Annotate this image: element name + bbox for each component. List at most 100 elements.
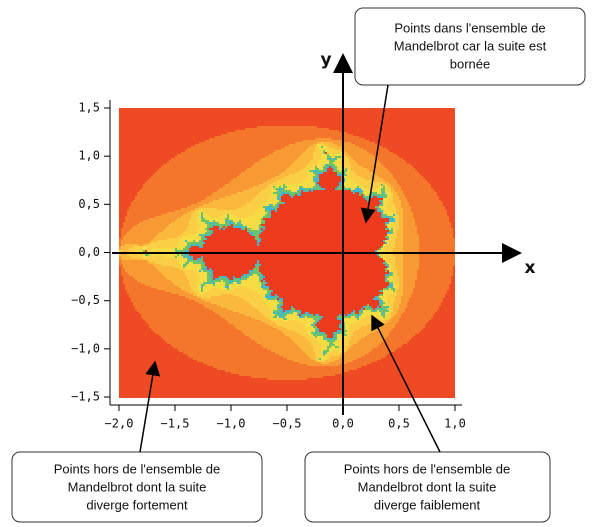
fractal-cell: [261, 220, 265, 222]
fractal-cell: [377, 296, 379, 298]
fractal-cell: [325, 152, 327, 154]
fractal-cell: [393, 278, 399, 280]
fractal-cell: [305, 178, 313, 180]
fractal-cell: [419, 238, 455, 240]
fractal-cell: [381, 256, 385, 258]
fractal-cell: [135, 198, 205, 200]
fractal-cell: [349, 176, 361, 178]
fractal-cell: [317, 360, 325, 362]
fractal-cell: [349, 330, 355, 332]
fractal-cell: [385, 338, 411, 340]
fractal-cell: [239, 374, 335, 376]
fractal-cell: [155, 236, 177, 238]
fractal-cell: [181, 152, 273, 154]
fractal-cell: [395, 242, 403, 244]
fractal-cell: [119, 210, 127, 212]
fractal-cell: [383, 292, 393, 294]
fractal-cell: [435, 312, 455, 314]
fractal-cell: [119, 222, 123, 224]
fractal-cell: [399, 214, 403, 216]
fractal-cell: [391, 272, 393, 274]
fractal-cell: [119, 114, 455, 116]
fractal-cell: [329, 154, 343, 156]
fractal-cell: [383, 164, 411, 166]
fractal-cell: [345, 328, 349, 330]
fractal-cell: [263, 218, 389, 220]
fractal-cell: [193, 262, 203, 264]
fractal-cell: [295, 172, 307, 174]
fractal-cell: [263, 206, 267, 208]
fractal-cell: [305, 166, 313, 168]
fractal-cell: [293, 340, 309, 342]
fractal-cell: [313, 180, 315, 182]
fractal-cell: [243, 226, 245, 228]
fractal-cell: [313, 188, 315, 190]
fractal-cell: [313, 346, 321, 348]
fractal-cell: [403, 214, 413, 216]
fractal-cell: [149, 242, 151, 244]
fractal-cell: [271, 320, 283, 322]
fractal-cell: [383, 212, 395, 214]
fractal-cell: [323, 354, 325, 356]
fractal-cell: [119, 126, 257, 128]
fractal-cell: [175, 156, 265, 158]
fractal-cell: [313, 158, 321, 160]
fractal-cell: [229, 278, 233, 280]
fractal-cell: [361, 308, 363, 310]
fractal-cell: [401, 188, 433, 190]
fractal-cell: [363, 148, 387, 150]
fractal-cell: [289, 194, 291, 196]
fractal-cell: [381, 208, 387, 210]
fractal-cell: [287, 328, 307, 330]
fractal-cell: [225, 284, 229, 286]
fractal-cell: [389, 284, 393, 286]
fractal-cell: [119, 304, 133, 306]
fractal-cell: [265, 294, 267, 296]
fractal-cell: [433, 314, 455, 316]
fractal-cell: [187, 256, 193, 258]
y-tick-label: −1,0: [71, 341, 100, 355]
fractal-cell: [271, 192, 273, 194]
fractal-cell: [383, 192, 385, 194]
fractal-cell: [317, 326, 339, 328]
fractal-cell: [301, 312, 305, 314]
fractal-cell: [119, 388, 455, 390]
fractal-cell: [385, 276, 389, 278]
fractal-cell: [361, 356, 385, 358]
fractal-cell: [121, 234, 125, 236]
fractal-cell: [259, 232, 261, 234]
fractal-cell: [313, 324, 315, 326]
fractal-cell: [215, 136, 359, 138]
fractal-cell: [415, 220, 449, 222]
fractal-cell: [237, 222, 239, 224]
fractal-cell: [349, 340, 359, 342]
fractal-cell: [177, 154, 269, 156]
fractal-cell: [237, 176, 275, 178]
fractal-cell: [199, 276, 207, 278]
fractal-cell: [201, 268, 203, 270]
fractal-cell: [177, 236, 183, 238]
fractal-cell: [333, 166, 337, 168]
fractal-cell: [353, 158, 377, 160]
fractal-cell: [251, 376, 323, 378]
fractal-cell: [261, 278, 263, 280]
fractal-cell: [175, 246, 185, 248]
fractal-cell: [163, 164, 253, 166]
fractal-cell: [379, 304, 381, 306]
fractal-cell: [277, 208, 377, 210]
fractal-cell: [213, 280, 221, 282]
fractal-cell: [337, 158, 341, 160]
fractal-cell: [121, 248, 129, 250]
fractal-cell: [345, 352, 369, 354]
fractal-cell: [399, 276, 403, 278]
fractal-cell: [203, 244, 257, 246]
fractal-cell: [347, 350, 371, 352]
fractal-cell: [231, 224, 233, 226]
fractal-cell: [119, 168, 159, 170]
fractal-cell: [291, 338, 307, 340]
fractal-cell: [199, 142, 295, 144]
fractal-cell: [353, 192, 355, 194]
x-tick-label: −0,5: [273, 417, 302, 431]
fractal-cell: [191, 286, 197, 288]
fractal-cell: [325, 354, 327, 356]
